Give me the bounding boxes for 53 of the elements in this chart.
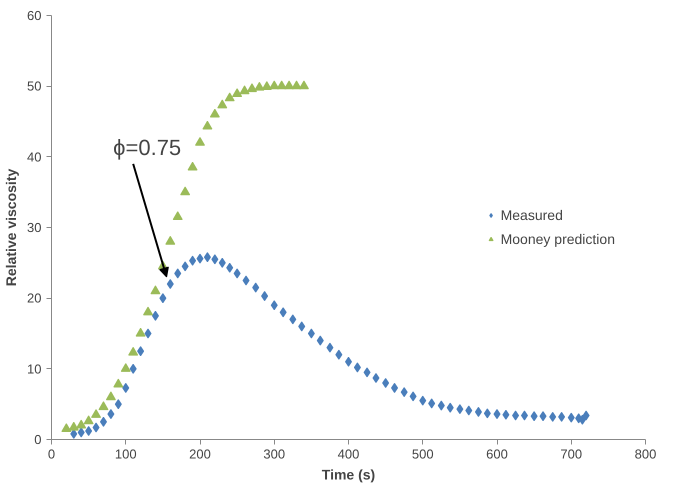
point: [284, 80, 294, 90]
x-tick-label: 800: [634, 446, 656, 462]
point: [232, 88, 242, 98]
point: [120, 363, 131, 372]
x-tick-label: 500: [412, 446, 434, 462]
y-tick-label: 60: [27, 8, 42, 23]
point: [106, 391, 116, 400]
point: [136, 328, 146, 337]
point: [254, 82, 264, 91]
point: [150, 285, 160, 294]
x-tick-label: 200: [189, 446, 211, 462]
point: [240, 85, 250, 94]
y-tick-label: 30: [27, 220, 42, 235]
point: [262, 81, 272, 90]
x-tick-label: 600: [486, 446, 508, 462]
point: [68, 422, 79, 431]
point: [276, 80, 287, 90]
y-tick-label: 50: [27, 78, 42, 94]
point: [84, 415, 94, 424]
point: [172, 211, 183, 220]
y-tick-label: 20: [27, 290, 42, 306]
y-tick-label: 40: [27, 149, 42, 164]
point: [113, 378, 124, 388]
legend-label: Measured: [500, 207, 563, 223]
point: [195, 137, 205, 146]
point: [292, 80, 302, 90]
point: [76, 420, 86, 428]
x-tick-label: 400: [338, 446, 360, 462]
x-tick-label: 100: [114, 446, 137, 462]
point: [269, 80, 280, 90]
point: [210, 108, 220, 118]
point: [61, 423, 72, 432]
x-tick-label: 300: [263, 446, 286, 462]
point: [298, 80, 309, 90]
y-tick-label: 10: [27, 361, 42, 376]
point: [143, 306, 154, 316]
x-tick-label: 700: [560, 446, 582, 462]
point: [165, 236, 176, 245]
point: [128, 346, 138, 356]
point: [246, 83, 257, 92]
y-axis-title: Relative viscosity: [3, 168, 20, 286]
point: [91, 409, 102, 418]
legend-label: Mooney prediction: [500, 231, 615, 247]
point: [224, 92, 235, 102]
point: [98, 401, 108, 410]
point: [217, 100, 228, 108]
y-tick-label: 0: [34, 432, 42, 447]
x-axis-title: Time (s): [322, 466, 376, 482]
annotation: ϕ=0.75: [113, 134, 182, 160]
point: [202, 120, 212, 130]
point: [180, 186, 190, 196]
point: [188, 162, 198, 171]
x-tick-label: 0: [48, 446, 56, 462]
